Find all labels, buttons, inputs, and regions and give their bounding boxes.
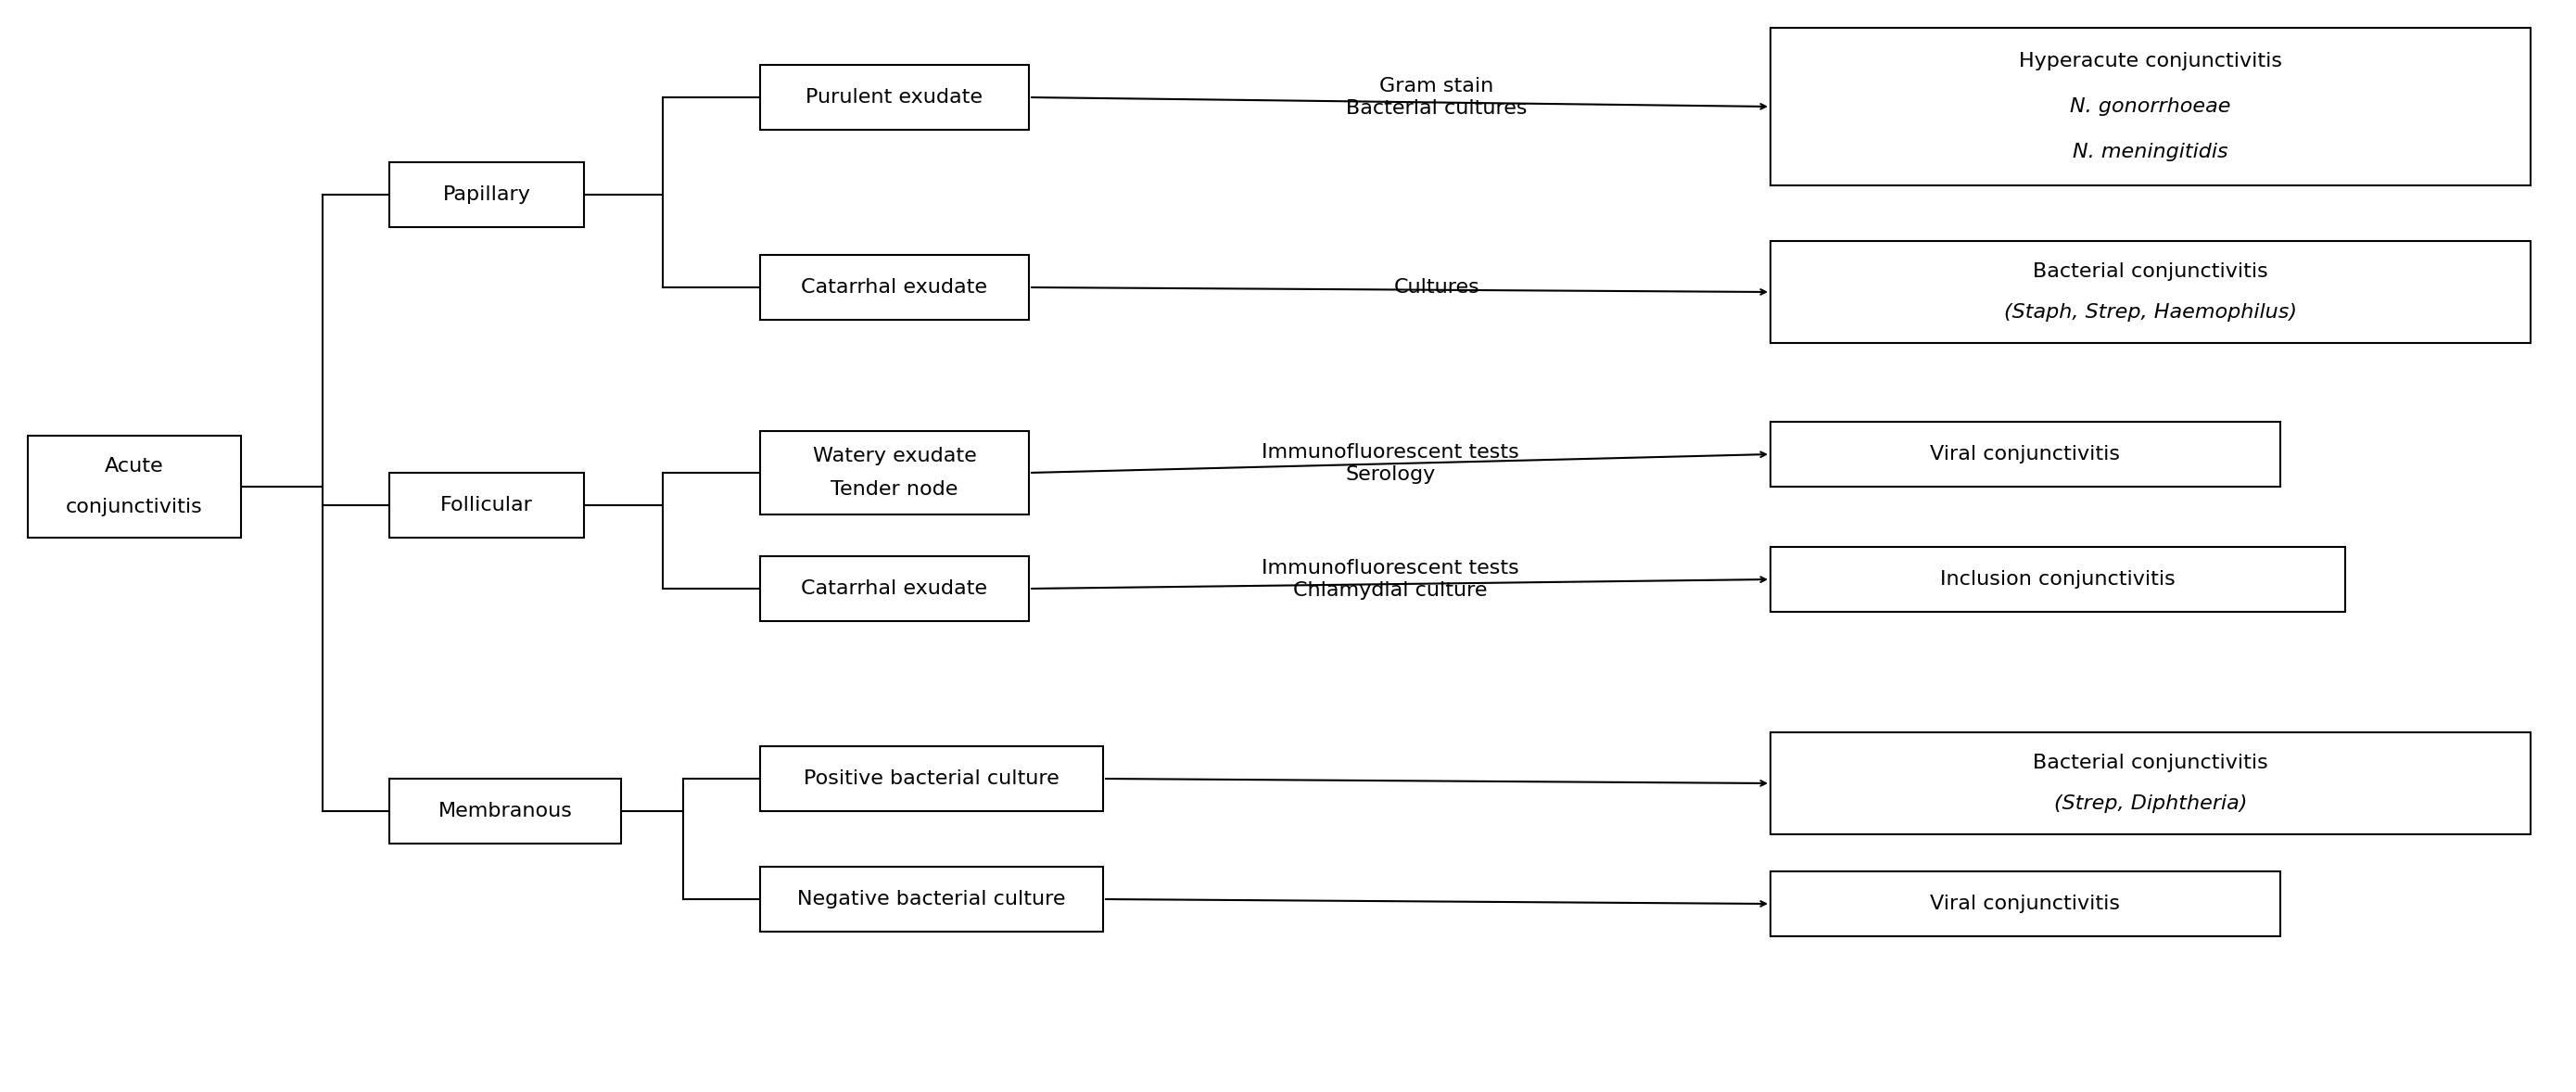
Text: (Staph, Strep, Haemophilus): (Staph, Strep, Haemophilus)	[2004, 304, 2298, 322]
Bar	[389, 163, 585, 227]
Bar	[28, 436, 242, 537]
Text: Purulent exudate: Purulent exudate	[806, 88, 984, 107]
Bar	[760, 431, 1028, 514]
Text: Acute: Acute	[106, 458, 165, 475]
Bar	[1770, 871, 2280, 936]
Text: N. gonorrhoeae: N. gonorrhoeae	[2071, 97, 2231, 116]
Bar	[760, 254, 1028, 320]
Text: Hyperacute conjunctivitis: Hyperacute conjunctivitis	[2020, 52, 2282, 71]
Text: Catarrhal exudate: Catarrhal exudate	[801, 580, 987, 598]
Text: Viral conjunctivitis: Viral conjunctivitis	[1929, 444, 2120, 463]
Bar	[1770, 27, 2530, 186]
Text: Catarrhal exudate: Catarrhal exudate	[801, 278, 987, 297]
Text: Tender node: Tender node	[832, 480, 958, 499]
Text: Immunofluorescent tests
Chlamydial culture: Immunofluorescent tests Chlamydial cultu…	[1262, 559, 1520, 600]
Bar	[1770, 733, 2530, 834]
Bar	[760, 64, 1028, 130]
Bar	[760, 867, 1103, 931]
Bar	[389, 473, 585, 537]
Text: Watery exudate: Watery exudate	[811, 447, 976, 465]
Text: conjunctivitis: conjunctivitis	[67, 498, 204, 517]
Text: Immunofluorescent tests
Serology: Immunofluorescent tests Serology	[1262, 443, 1520, 484]
Bar	[1770, 422, 2280, 487]
Bar	[760, 556, 1028, 621]
Bar	[389, 779, 621, 843]
Text: Gram stain
Bacterial cultures: Gram stain Bacterial cultures	[1347, 78, 1528, 117]
Text: Cultures: Cultures	[1394, 278, 1479, 297]
Text: Papillary: Papillary	[443, 186, 531, 204]
Text: Bacterial conjunctivitis: Bacterial conjunctivitis	[2032, 262, 2267, 281]
Bar	[1770, 241, 2530, 343]
Text: Bacterial conjunctivitis: Bacterial conjunctivitis	[2032, 753, 2267, 772]
Text: Negative bacterial culture: Negative bacterial culture	[799, 890, 1066, 909]
Text: (Strep, Diphtheria): (Strep, Diphtheria)	[2053, 795, 2246, 812]
Bar	[1770, 547, 2344, 612]
Text: Membranous: Membranous	[438, 802, 572, 820]
Text: Follicular: Follicular	[440, 496, 533, 514]
Bar	[760, 746, 1103, 811]
Text: Viral conjunctivitis: Viral conjunctivitis	[1929, 894, 2120, 913]
Text: Inclusion conjunctivitis: Inclusion conjunctivitis	[1940, 570, 2177, 589]
Text: Positive bacterial culture: Positive bacterial culture	[804, 770, 1059, 788]
Text: N. meningitidis: N. meningitidis	[2074, 142, 2228, 161]
